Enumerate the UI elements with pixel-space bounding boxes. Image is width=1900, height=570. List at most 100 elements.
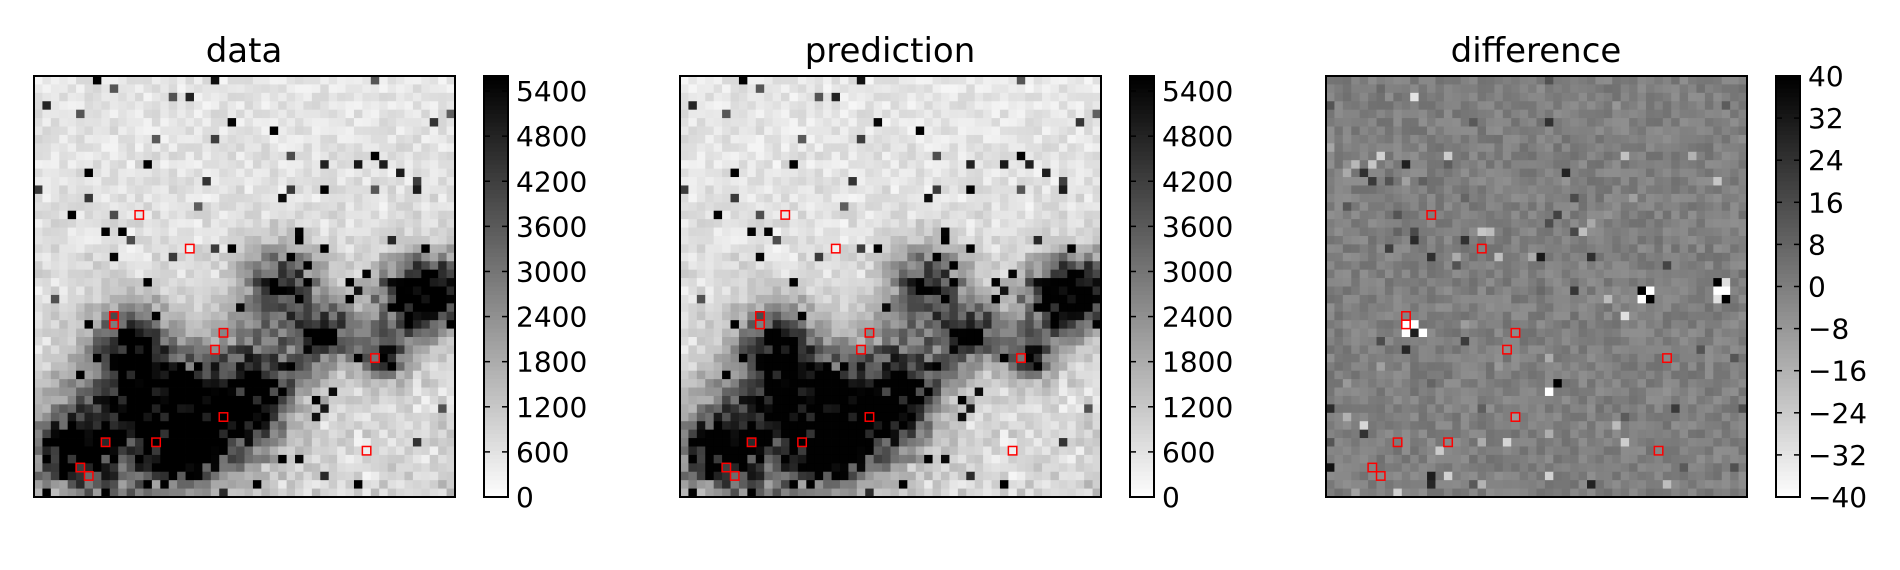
heatmap-cell [966,76,976,85]
heatmap-cell [311,261,321,271]
heatmap-cell [261,446,271,456]
heatmap-cell [177,185,186,195]
heatmap-cell [446,387,456,397]
heatmap-cell [865,109,875,119]
heatmap-cell [269,134,279,144]
heatmap-cell [1058,252,1068,262]
heatmap-cell [177,370,186,380]
heatmap-cell [789,278,799,287]
heatmap-cell [873,404,883,414]
heatmap-cell [882,328,891,338]
heatmap-cell [168,446,178,456]
heatmap-cell [848,101,858,111]
heatmap-cell [404,219,414,228]
heatmap-cell [1075,345,1085,355]
heatmap-cell [295,219,304,228]
heatmap-cell [177,395,186,405]
heatmap-cell [1050,252,1060,262]
heatmap-cell [252,219,262,228]
heatmap-cell [278,168,287,178]
heatmap-cell [957,362,967,372]
heatmap-cell [1067,404,1077,414]
heatmap-cell [59,454,69,464]
heatmap-cell [1033,134,1043,144]
heatmap-cell [185,134,195,144]
heatmap-cell [387,252,397,262]
heatmap-cell [1092,185,1102,195]
heatmap-cell [957,412,967,422]
heatmap-cell [42,320,52,329]
heatmap-cell [831,278,841,287]
heatmap-cell [446,328,456,338]
heatmap-cell [789,404,799,414]
heatmap-cell [789,202,799,212]
heatmap-cell [177,134,186,144]
heatmap-cell [999,227,1009,237]
heatmap-cell [67,303,77,313]
heatmap-cell [168,480,178,489]
heatmap-cell [429,311,439,321]
heatmap-cell [1042,353,1051,363]
heatmap-cell [278,202,287,212]
heatmap-cell [823,235,832,245]
heatmap-cell [446,118,456,127]
heatmap-cell [328,379,338,388]
heatmap-cell [1016,429,1026,439]
heatmap-cell [412,311,422,321]
heatmap-cell [831,84,841,94]
heatmap-cell [320,471,330,481]
heatmap-cell [387,328,397,338]
heatmap-cell [983,219,992,228]
heatmap-cell [202,387,212,397]
heatmap-cell [92,421,102,431]
heatmap-cell [446,286,456,296]
heatmap-cell [370,84,380,94]
heatmap-cell [59,227,69,237]
heatmap-cell [34,353,43,363]
heatmap-cell [429,404,439,414]
heatmap-cell [236,337,245,346]
heatmap-cell [177,101,186,111]
heatmap-cell [957,118,967,127]
heatmap-cell [337,193,346,203]
heatmap-cell [160,252,170,262]
heatmap-cell [1092,345,1102,355]
heatmap-cell [1042,261,1051,271]
heatmap-cell [227,143,237,153]
heatmap-cell [219,235,229,245]
heatmap-cell [680,202,689,212]
heatmap-cell [269,244,279,254]
heatmap-cell [957,286,967,296]
heatmap-cell [160,227,170,237]
heatmap-cell [101,134,111,144]
heatmap-cell [713,278,723,287]
heatmap-cell [185,92,195,102]
heatmap-cell [1008,109,1018,119]
heatmap-cell [219,488,229,498]
marker-square [218,412,229,422]
heatmap-cell [915,320,925,329]
heatmap-cell [1058,412,1068,422]
heatmap-cell [839,387,849,397]
heatmap-cell [848,84,858,94]
heatmap-cell [252,480,262,489]
heatmap-cell [76,379,85,388]
heatmap-cell [295,311,304,321]
heatmap-cell [42,235,52,245]
heatmap-cell [219,134,229,144]
heatmap-cell [261,101,271,111]
heatmap-cell [143,421,153,431]
heatmap-cell [941,429,950,439]
heatmap-cell [898,429,908,439]
heatmap-cell [252,269,262,279]
heatmap-cell [219,311,229,321]
heatmap-cell [353,480,363,489]
heatmap-cell [92,177,102,186]
heatmap-cell [311,278,321,287]
heatmap-cell [396,84,405,94]
heatmap-cell [396,303,405,313]
heatmap-cell [722,210,731,220]
heatmap-cell [421,379,431,388]
heatmap-cell [227,269,237,279]
heatmap-cell [1025,210,1035,220]
